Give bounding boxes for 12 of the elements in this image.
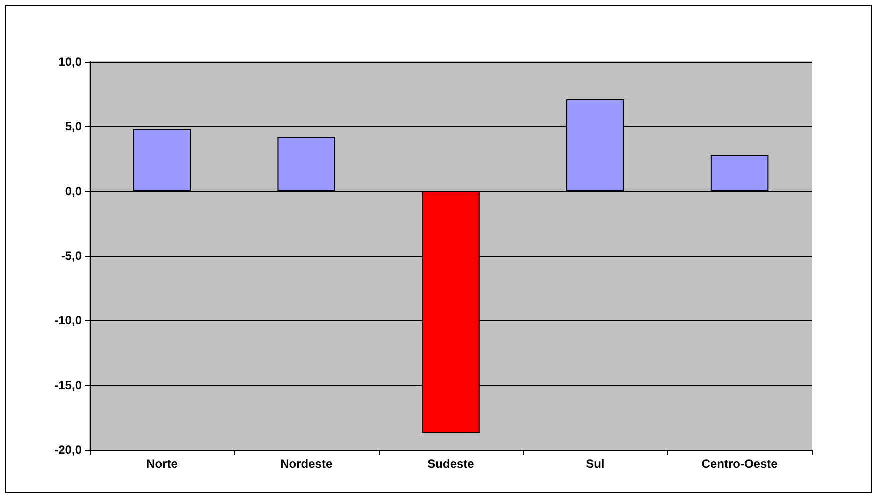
x-tick-label: Norte	[146, 457, 178, 471]
y-tick-label: -5,0	[61, 249, 82, 263]
x-tick-label: Sudeste	[428, 457, 475, 471]
y-tick-label: 0,0	[65, 184, 82, 198]
y-tick-label: -15,0	[54, 378, 82, 392]
y-tick-label: 5,0	[65, 120, 82, 134]
y-tick-label: -10,0	[54, 314, 82, 328]
y-tick-label: 10,0	[58, 55, 82, 69]
x-tick-label: Nordeste	[280, 457, 333, 471]
y-tick-label: -20,0	[54, 443, 82, 457]
x-tick-label: Sul	[586, 457, 605, 471]
x-tick-label: Centro-Oeste	[702, 457, 778, 471]
